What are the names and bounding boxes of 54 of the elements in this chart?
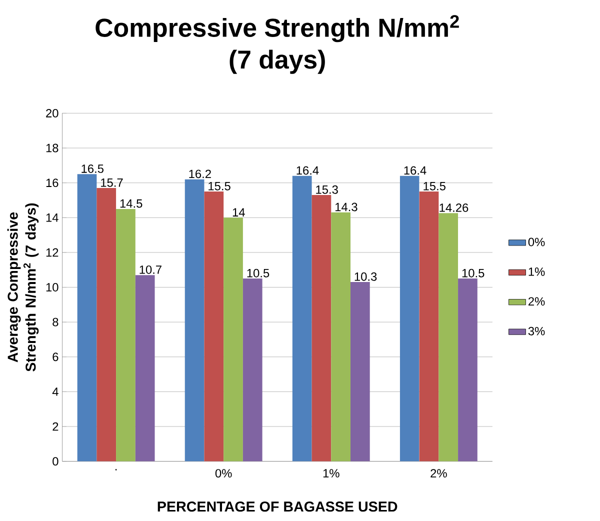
legend-label: 3% [528,327,545,336]
y-tick-label: 18 [46,144,58,152]
data-label: 14.26 [440,204,468,212]
data-label: 15.5 [208,182,230,190]
legend-label: 1% [528,268,545,276]
x-tick-label: 1% [323,469,340,478]
y-tick-label: 14 [46,214,58,222]
y-tick-label: 2 [52,422,58,431]
chart-subtitle: (7 days) [230,50,325,74]
bar [224,218,243,462]
y-tick-label: 16 [46,178,58,188]
bar [77,174,97,462]
bar [458,278,478,462]
data-label: 15.5 [424,182,446,190]
bar [350,282,370,462]
data-label: 15.7 [101,178,123,187]
legend-label: 2% [528,297,545,306]
bar [438,213,458,462]
bar [419,192,439,462]
bar [312,195,332,462]
data-label: 16.4 [296,166,319,175]
bar [292,176,312,462]
data-label: 14.5 [120,200,142,208]
bar [242,278,262,462]
data-label: 16.2 [189,170,211,178]
bar [184,179,204,462]
x-tick-label: 2% [430,469,447,478]
data-label: 16.5 [82,164,104,174]
x-tick-label: . [115,469,117,470]
x-tick-label: 0% [215,469,232,478]
data-label: 10.5 [247,269,270,278]
y-tick-label: 0 [52,457,58,466]
bar [331,212,350,462]
bar [135,275,155,462]
data-label: 16.4 [404,166,426,175]
y-tick-label: 8 [52,318,58,326]
data-label: 14.3 [335,202,358,212]
y-tick-label: 4 [52,388,58,396]
data-label: 10.3 [354,272,377,281]
chart-title: Compressive Strength N/mm$^{2}$ [96,15,459,42]
data-label: 10.7 [140,266,162,274]
x-axis-title: PERCENTAGE OF BAGASSE USED [158,502,398,512]
data-label: 15.3 [316,186,338,194]
bar [204,192,224,462]
bar [116,209,136,462]
bar [400,176,420,462]
data-label: 10.5 [462,269,484,278]
y-tick-label: 12 [46,248,58,257]
bar [96,188,116,462]
y-tick-label: 10 [46,283,58,292]
y-tick-label: 20 [46,109,58,118]
legend-label: 0% [528,238,545,246]
data-label: 14 [232,208,245,217]
y-tick-label: 6 [52,352,58,362]
